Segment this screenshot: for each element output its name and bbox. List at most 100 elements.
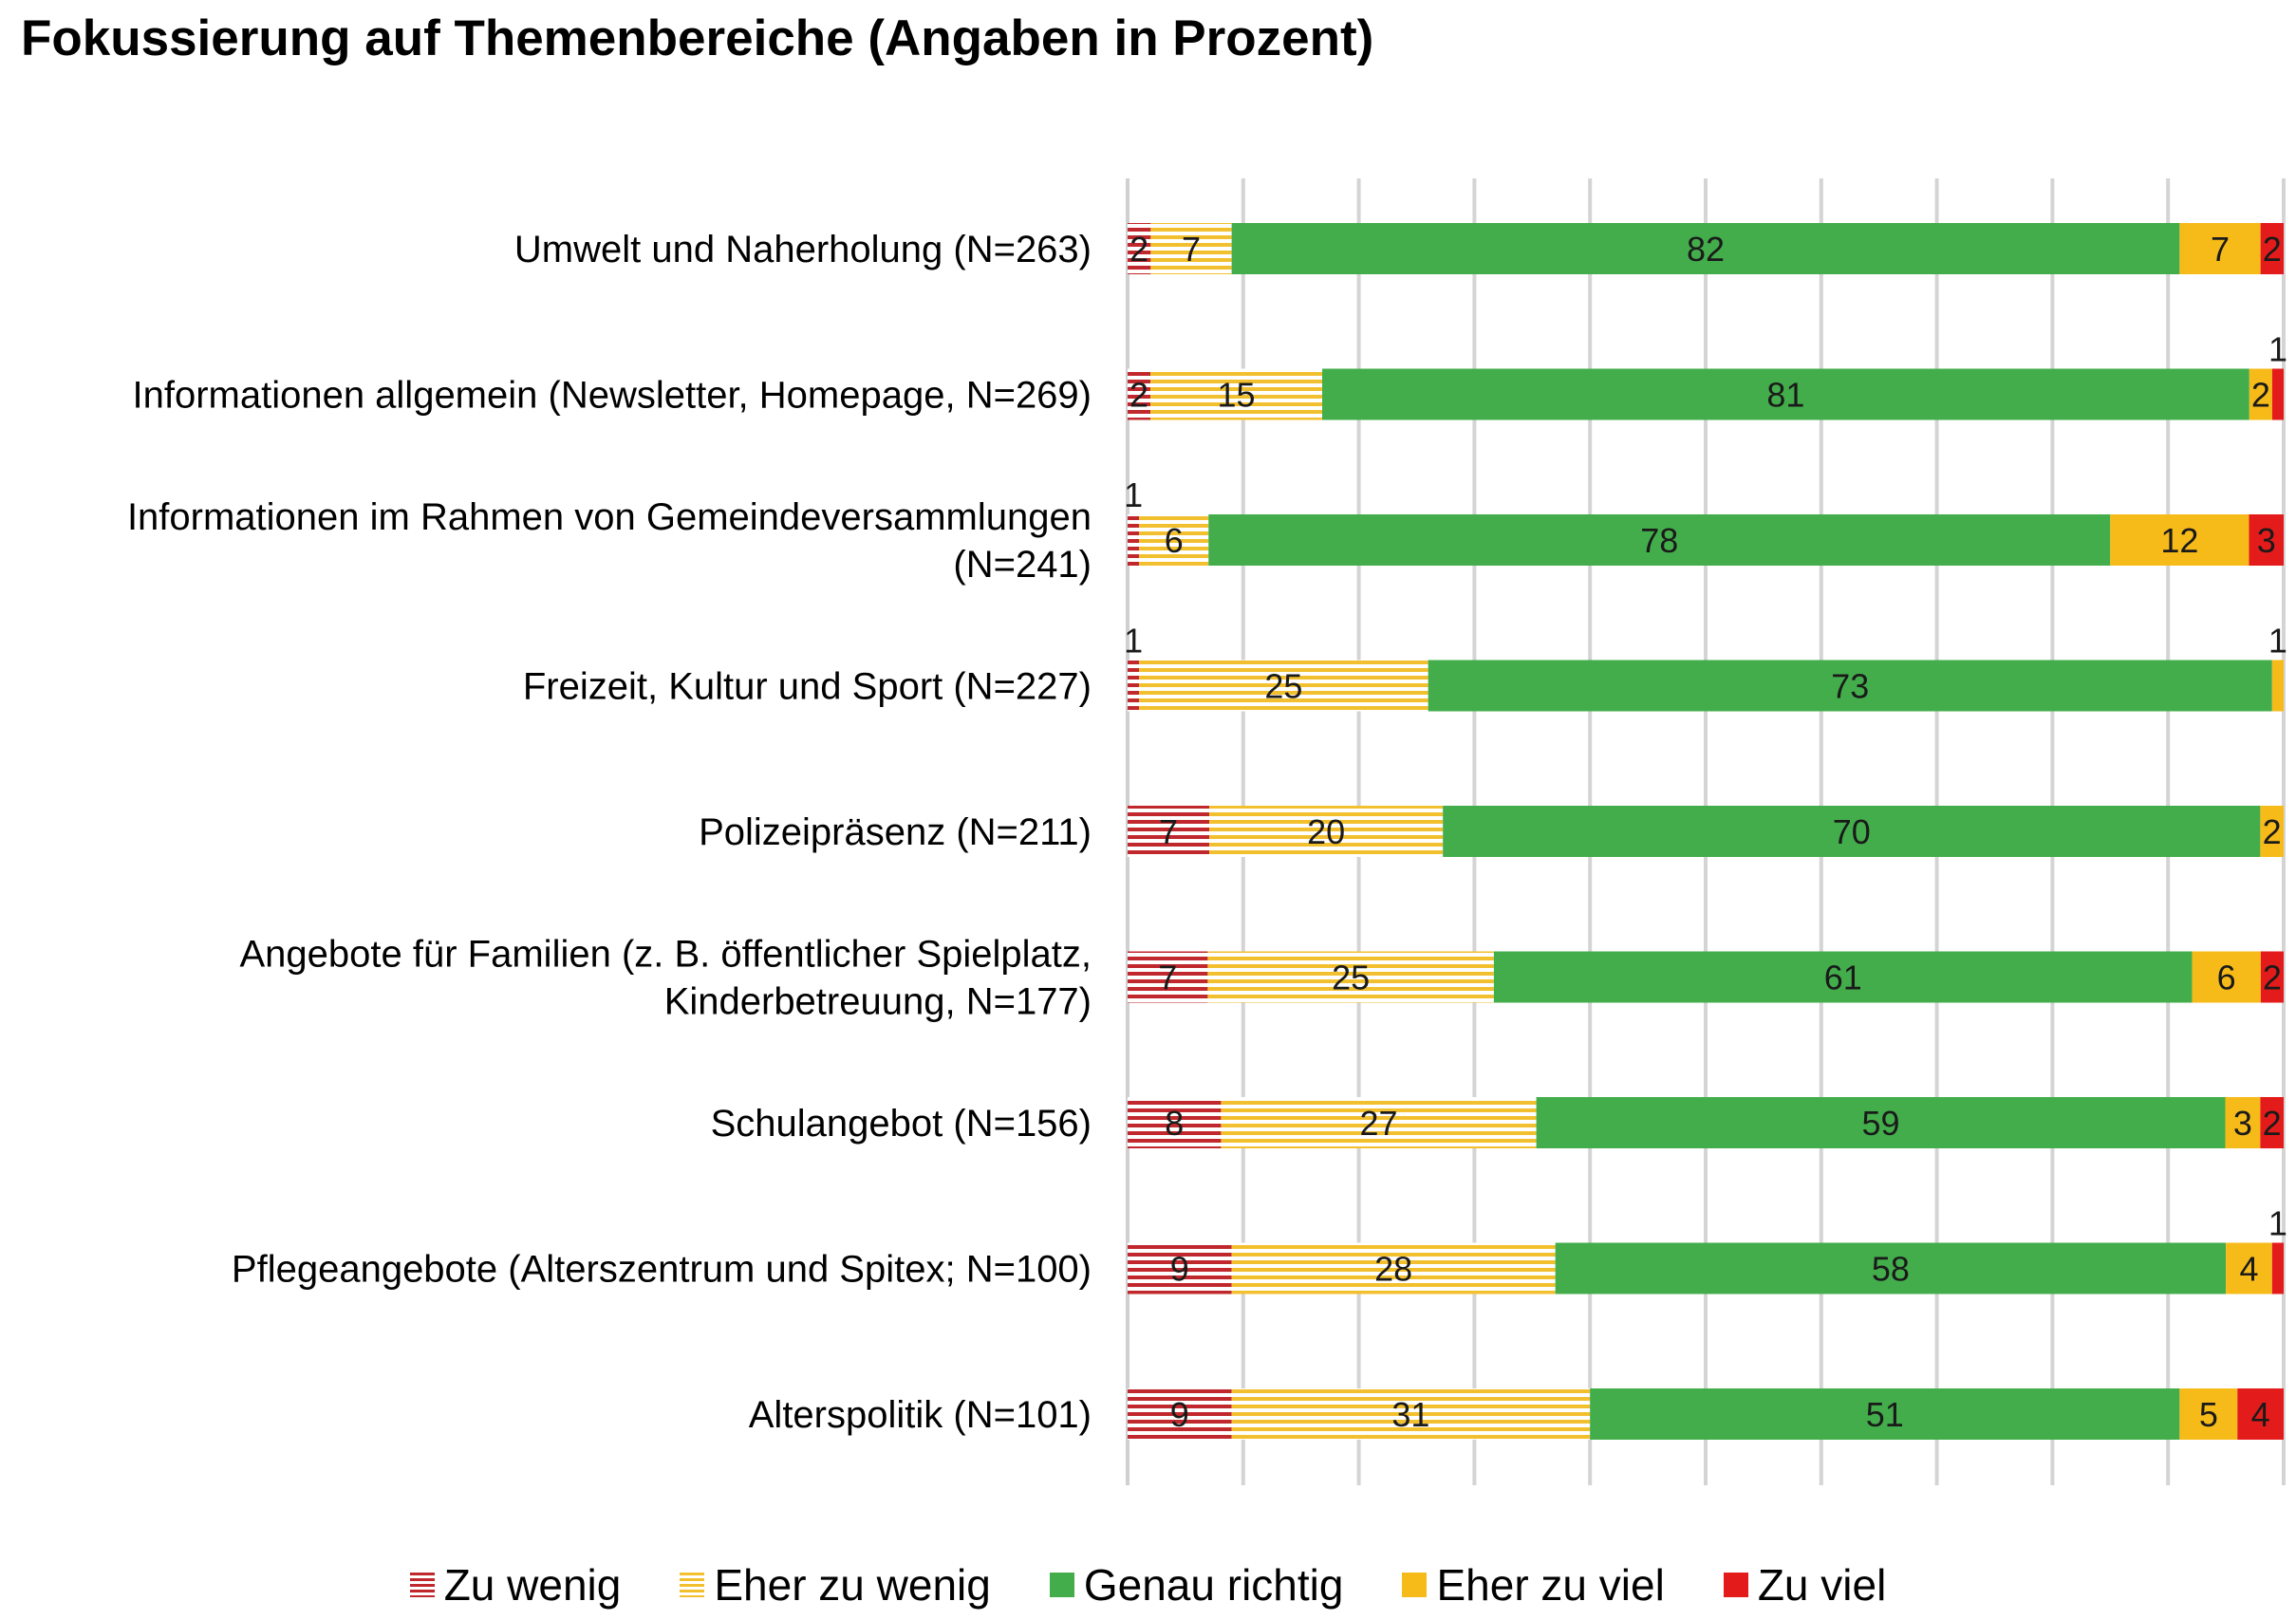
category-label: Pflegeangebote (Alterszentrum und Spitex…	[232, 1249, 1092, 1291]
bar-segment	[2260, 1097, 2284, 1148]
bar-segment	[1128, 1097, 1222, 1148]
chart-title: Fokussierung auf Themenbereiche (Angaben…	[21, 10, 1374, 66]
bar-segment	[1150, 223, 1232, 274]
data-label: 1	[1124, 475, 1143, 514]
legend-item: Zu viel	[1723, 1559, 1887, 1611]
legend-label: Genau richtig	[1083, 1560, 1344, 1610]
bar-segment	[2249, 514, 2284, 566]
data-label: 2	[2263, 1104, 2282, 1143]
bar-segment	[1221, 1097, 1537, 1148]
data-label: 15	[1218, 376, 1256, 415]
bar-segment	[1231, 1242, 1556, 1294]
bar-segment	[2179, 1388, 2238, 1440]
bar-segment	[1428, 660, 2272, 712]
legend-label: Zu viel	[1757, 1560, 1887, 1610]
bar-segment	[1128, 951, 1208, 1003]
data-label: 3	[2233, 1104, 2252, 1143]
bar-segment	[1128, 514, 1140, 566]
category-label: Informationen allgemein (Newsletter, Hom…	[132, 375, 1092, 417]
labels: Umwelt und Naherholung (N=263) 2 7 82 7 2Info…	[127, 229, 2287, 1436]
data-label: 7	[1182, 230, 1201, 269]
legend-label: Eher zu wenig	[714, 1560, 991, 1610]
data-label: 1	[2268, 1204, 2287, 1243]
data-label: 1	[2268, 330, 2287, 369]
legend-swatch	[1049, 1573, 1074, 1597]
category-label: Umwelt und Naherholung (N=263)	[514, 229, 1092, 270]
bar-segment	[1150, 368, 1323, 420]
bar-segment	[2260, 806, 2284, 857]
bar-segment	[1128, 368, 1151, 420]
bar-segment	[1128, 806, 1210, 857]
bar-segment	[1231, 223, 2180, 274]
data-label: 2	[2263, 812, 2282, 851]
bar-segment	[1493, 951, 2193, 1003]
legend: Zu wenig Eher zu wenig Genau richtig Eher z…	[0, 1556, 2296, 1613]
legend-swatch	[409, 1573, 435, 1597]
legend-item: Zu wenig	[409, 1559, 622, 1611]
data-label: 7	[2211, 230, 2230, 269]
category-label: (N=241)	[953, 544, 1092, 586]
data-label: 70	[1833, 812, 1871, 851]
data-label: 7	[1159, 812, 1178, 851]
bar-segment	[1590, 1388, 2180, 1440]
bar-segment	[2249, 368, 2272, 420]
bar-segment	[1128, 660, 1140, 712]
data-label: 7	[1158, 959, 1177, 997]
bar-segment	[2179, 223, 2261, 274]
data-label: 2	[1129, 230, 1148, 269]
data-label: 12	[2160, 521, 2198, 560]
bar-segment	[1209, 806, 1444, 857]
bars	[1128, 223, 2284, 1440]
category-label: Kinderbetreuung, N=177)	[664, 981, 1092, 1023]
data-label: 2	[2251, 376, 2270, 415]
bar-segment	[1139, 660, 1428, 712]
data-label: 25	[1264, 667, 1302, 706]
data-label: 25	[1332, 959, 1370, 997]
bar-segment	[1128, 1388, 1232, 1440]
data-label: 6	[1165, 521, 1184, 560]
bar-segment	[1555, 1242, 2227, 1294]
data-label: 59	[1862, 1104, 1900, 1143]
data-label: 20	[1307, 812, 1345, 851]
bar-segment	[2260, 951, 2284, 1003]
bar-segment	[1128, 223, 1151, 274]
bar-segment	[2271, 368, 2284, 420]
bar-segment	[2226, 1242, 2272, 1294]
bar-segment	[1139, 514, 1209, 566]
data-label: 1	[1124, 622, 1143, 661]
data-label: 3	[2257, 521, 2276, 560]
data-label: 78	[1640, 521, 1678, 560]
bar-segment	[2271, 660, 2284, 712]
data-label: 2	[2263, 959, 2282, 997]
category-label: Freizeit, Kultur und Sport (N=227)	[523, 666, 1092, 708]
category-label: Schulangebot (N=156)	[711, 1103, 1092, 1145]
data-label: 4	[2239, 1250, 2258, 1289]
category-label: Informationen im Rahmen von Gemeindevers…	[127, 496, 1092, 538]
data-label: 9	[1170, 1395, 1189, 1434]
data-label: 58	[1872, 1250, 1910, 1289]
bar-segment	[1208, 514, 2111, 566]
stacked-bar-chart: Umwelt und Naherholung (N=263) 2 7 82 7 2Info…	[127, 178, 2287, 1485]
bar-segment	[1231, 1388, 1591, 1440]
legend-label: Zu wenig	[443, 1560, 622, 1610]
data-label: 28	[1374, 1250, 1412, 1289]
bar-segment	[2192, 951, 2261, 1003]
legend-label: Eher zu viel	[1436, 1560, 1665, 1610]
bar-segment	[1443, 806, 2261, 857]
bar-segment	[1322, 368, 2249, 420]
data-label: 73	[1831, 667, 1869, 706]
legend-swatch	[1402, 1573, 1428, 1597]
legend-item: Genau richtig	[1049, 1559, 1344, 1611]
data-label: 61	[1824, 959, 1862, 997]
data-label: 27	[1359, 1104, 1397, 1143]
bar-segment	[2260, 223, 2284, 274]
legend-item: Eher zu wenig	[680, 1559, 991, 1611]
data-label: 6	[2217, 959, 2236, 997]
bar-segment	[2237, 1388, 2284, 1440]
category-label: Polizeipräsenz (N=211)	[699, 811, 1092, 853]
legend-item: Eher zu viel	[1402, 1559, 1665, 1611]
data-label: 81	[1766, 376, 1804, 415]
data-label: 51	[1866, 1395, 1904, 1434]
bar-segment	[2110, 514, 2249, 566]
category-label: Angebote für Familien (z. B. öffentliche…	[240, 934, 1092, 976]
